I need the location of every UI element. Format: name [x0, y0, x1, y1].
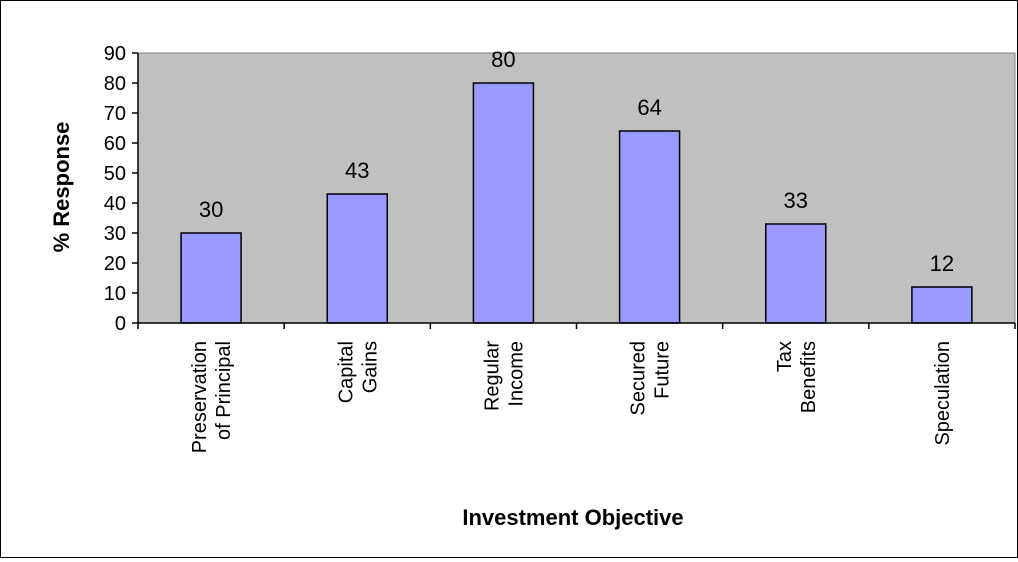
data-label: 12 — [930, 251, 954, 276]
category-labels: Preservation of Principal Capital Gains Regu… — [189, 341, 954, 454]
y-tick-label: 10 — [104, 283, 126, 305]
bars — [180, 82, 973, 324]
data-label: 43 — [345, 158, 369, 183]
category-label: Regular — [481, 341, 503, 411]
bar — [326, 193, 388, 324]
y-tick-label: 90 — [104, 43, 126, 65]
bar — [618, 130, 681, 324]
y-tick-label: 70 — [104, 103, 126, 125]
category-label: Speculation — [932, 341, 954, 446]
x-axis-ticks — [137, 323, 1016, 329]
data-labels: 30 43 80 64 33 12 — [199, 47, 954, 276]
category-label: Future — [652, 341, 674, 399]
y-tick-label: 50 — [104, 163, 126, 185]
y-tick-label: 60 — [104, 133, 126, 155]
bar — [765, 223, 827, 324]
y-tick-label: 20 — [104, 253, 126, 275]
category-label: Gains — [359, 341, 381, 393]
data-label: 33 — [784, 188, 808, 213]
x-axis-title: Investment Objective — [462, 505, 683, 530]
data-label: 80 — [491, 47, 515, 72]
y-tick-label: 40 — [104, 193, 126, 215]
category-label: Capital — [335, 341, 357, 403]
y-axis-ticks: 0 10 20 30 40 50 60 70 80 90 — [104, 43, 138, 335]
bar — [911, 286, 973, 324]
y-tick-label: 0 — [115, 313, 126, 335]
category-label: of Principal — [213, 341, 235, 440]
y-tick-label: 80 — [104, 73, 126, 95]
category-label: Preservation — [189, 341, 211, 453]
y-tick-label: 30 — [104, 223, 126, 245]
y-axis-title: % Response — [49, 122, 74, 253]
category-label: Secured — [628, 341, 650, 416]
category-label: Income — [505, 341, 527, 407]
data-label: 30 — [199, 197, 223, 222]
plot-area — [137, 52, 1016, 324]
category-label: Tax — [774, 341, 796, 372]
data-label: 64 — [637, 95, 661, 120]
bar — [180, 232, 242, 324]
bar — [472, 82, 535, 324]
category-label: Benefits — [798, 341, 820, 413]
